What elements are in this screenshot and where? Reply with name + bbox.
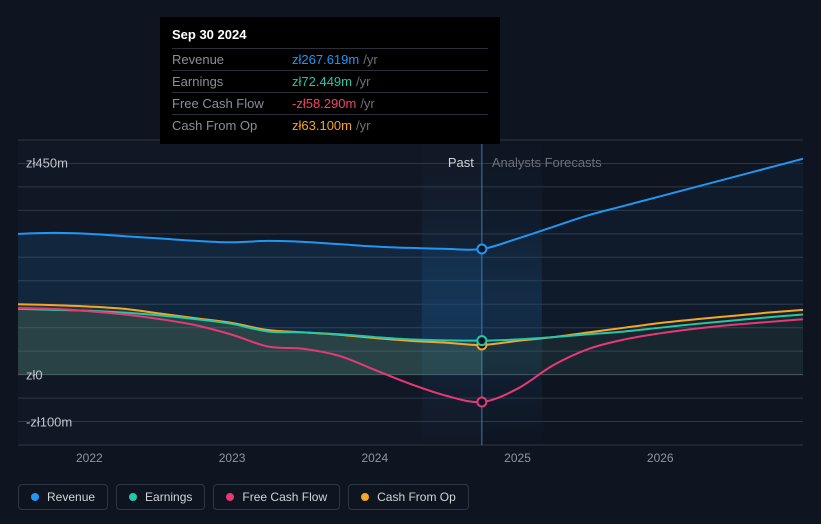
legend-dot-icon	[129, 493, 137, 501]
legend: Revenue Earnings Free Cash Flow Cash From O…	[18, 484, 469, 510]
legend-item-label: Earnings	[145, 490, 192, 504]
tooltip-row: Earningszł72.449m/yr	[172, 70, 488, 92]
tooltip-row-value: zł72.449m	[292, 74, 352, 89]
y-axis-label: -zł100m	[26, 414, 72, 429]
marker-earnings	[477, 336, 486, 345]
legend-item-label: Revenue	[47, 490, 95, 504]
period-label-forecast: Analysts Forecasts	[492, 155, 602, 170]
x-axis-label: 2024	[361, 451, 388, 465]
tooltip-row-value: -zł58.290m	[292, 96, 356, 111]
legend-dot-icon	[226, 493, 234, 501]
legend-item-cash_op[interactable]: Cash From Op	[348, 484, 469, 510]
tooltip-row-value: zł267.619m	[292, 52, 359, 67]
x-axis-label: 2025	[504, 451, 531, 465]
legend-item-revenue[interactable]: Revenue	[18, 484, 108, 510]
legend-item-fcf[interactable]: Free Cash Flow	[213, 484, 340, 510]
financial-chart[interactable]: Sep 30 2024 Revenuezł267.619m/yrEarnings…	[18, 0, 803, 510]
y-axis-label: zł450m	[26, 156, 68, 171]
tooltip-row: Cash From Opzł63.100m/yr	[172, 114, 488, 136]
legend-dot-icon	[361, 493, 369, 501]
legend-item-label: Free Cash Flow	[242, 490, 327, 504]
legend-item-earnings[interactable]: Earnings	[116, 484, 205, 510]
tooltip-date: Sep 30 2024	[172, 25, 488, 44]
marker-fcf	[477, 397, 486, 406]
tooltip-row-label: Revenue	[172, 52, 292, 67]
tooltip-row-unit: /yr	[363, 52, 377, 67]
period-label-past: Past	[448, 155, 474, 170]
marker-revenue	[477, 245, 486, 254]
x-axis-label: 2022	[76, 451, 103, 465]
tooltip-row-unit: /yr	[356, 118, 370, 133]
x-axis-label: 2026	[647, 451, 674, 465]
tooltip-row-unit: /yr	[356, 74, 370, 89]
x-axis-label: 2023	[219, 451, 246, 465]
tooltip-row: Free Cash Flow-zł58.290m/yr	[172, 92, 488, 114]
tooltip-row-value: zł63.100m	[292, 118, 352, 133]
y-axis-label: zł0	[26, 367, 43, 382]
legend-item-label: Cash From Op	[377, 490, 456, 504]
chart-tooltip: Sep 30 2024 Revenuezł267.619m/yrEarnings…	[160, 17, 500, 144]
tooltip-row: Revenuezł267.619m/yr	[172, 48, 488, 70]
legend-dot-icon	[31, 493, 39, 501]
tooltip-row-unit: /yr	[360, 96, 374, 111]
tooltip-row-label: Earnings	[172, 74, 292, 89]
tooltip-row-label: Cash From Op	[172, 118, 292, 133]
tooltip-row-label: Free Cash Flow	[172, 96, 292, 111]
